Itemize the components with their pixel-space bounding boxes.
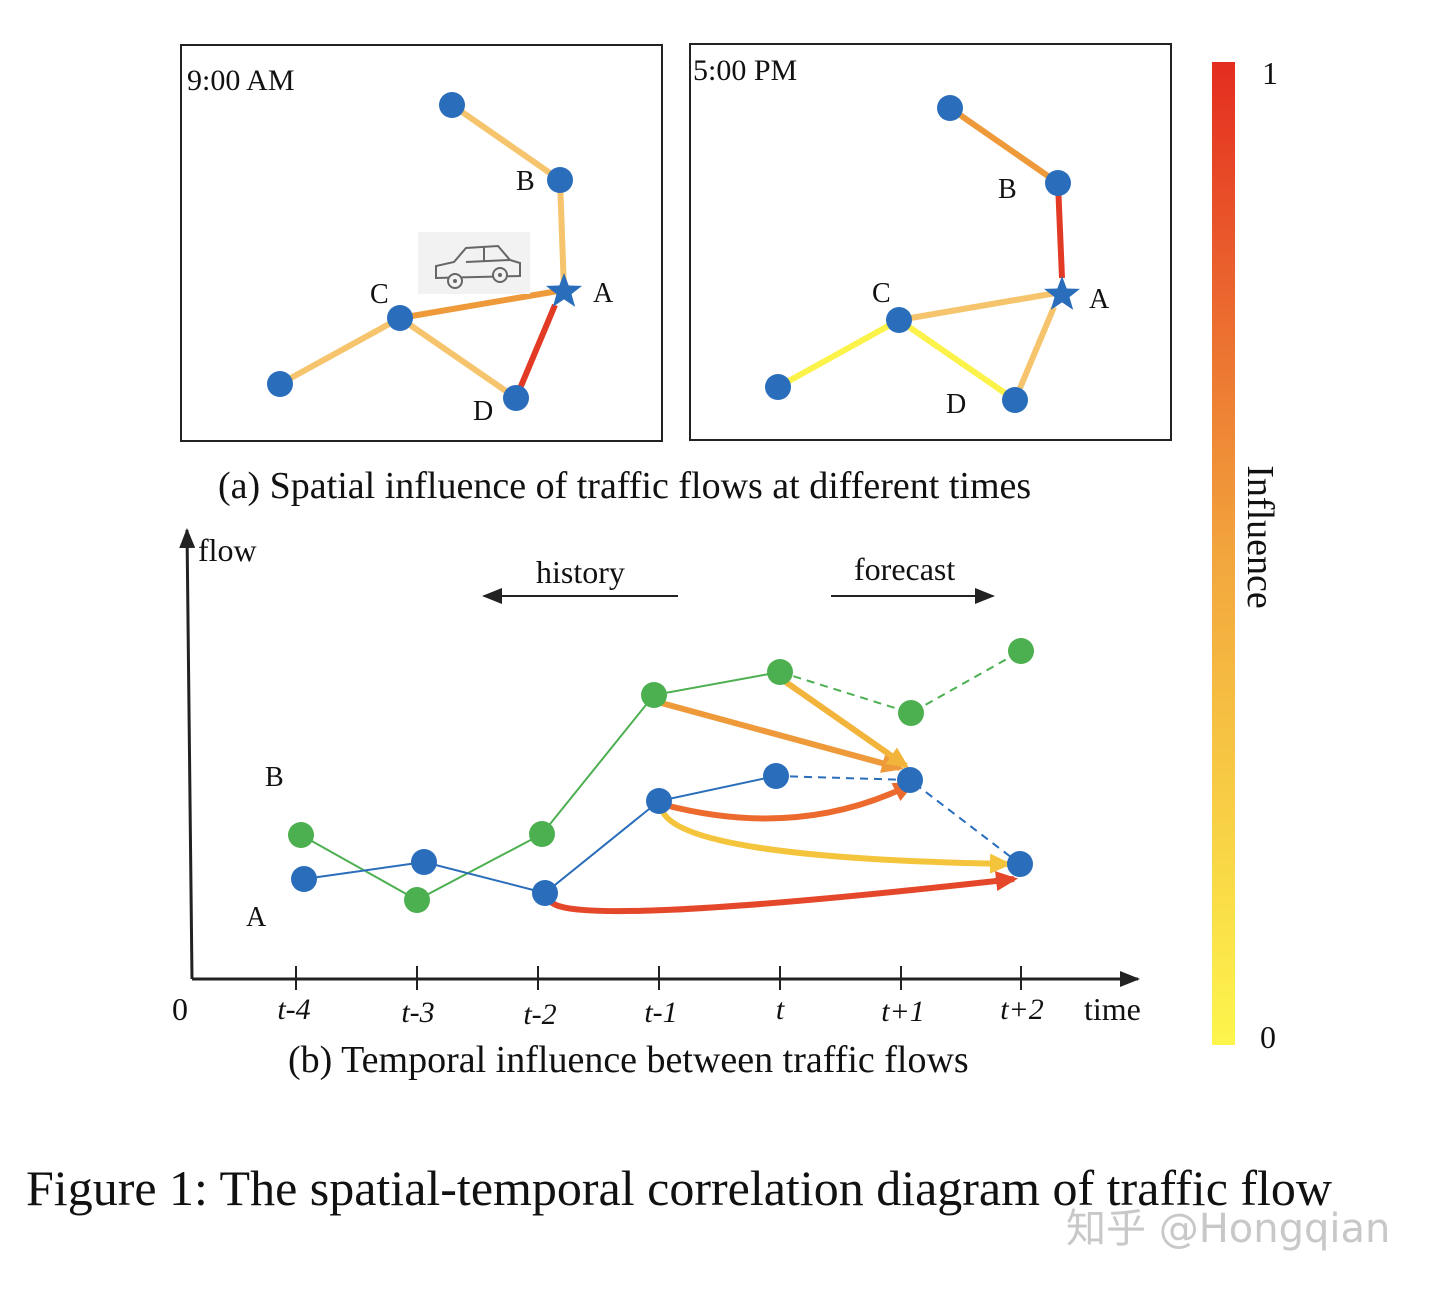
edge-C-A-morning [399,287,565,321]
series-B-point [529,821,555,847]
node-D-evening [1002,387,1028,413]
node-label-D-evening: D [946,389,966,420]
influence-arrow-A-t-2-to-A-t+2 [547,871,1018,915]
series-A-point [532,880,558,906]
time-label-morning: 9:00 AM [187,64,295,97]
series-label-B: B [265,762,284,793]
node-label-C-evening: C [872,278,891,309]
y-axis-label: flow [198,532,257,568]
node-label-B-morning: B [516,166,535,197]
series-B-history-line [300,671,781,902]
influence-arrow-B-t-to-A-t+1 [778,675,910,769]
history-label: history [536,554,625,590]
edge-B-A-morning [557,179,567,291]
edge-left-C-evening [776,317,901,390]
panel-a-right: 5:00 PM B A C D [689,43,1172,441]
node-label-D-morning: D [473,396,493,427]
panel-a-caption: (a) Spatial influence of traffic flows a… [218,465,1031,507]
y-axis [179,528,196,980]
series-B-point [898,700,924,726]
tick-label-t: t [776,993,785,1026]
node-D-morning [503,385,529,411]
x-axis-label: time [1084,991,1141,1027]
colorbar-title: Influence [1239,465,1281,608]
colorbar-min-label: 0 [1260,1019,1276,1055]
node-B-morning [547,167,573,193]
panel-a-left-frame [180,44,663,442]
colorbar-max-label: 1 [1262,55,1278,91]
node-C-morning [387,305,413,331]
colorbar-gradient [1212,62,1235,1045]
panel-b: flow time 0 t-4 t-3 t-2 t-1 t t+1 t+2 hi… [172,528,1141,1031]
series-A-point [411,849,437,875]
star-A-evening [1044,276,1080,310]
node-top-morning [439,92,465,118]
influence-arrow-A-t-1-to-A-t+2 [659,808,1012,874]
colorbar: 1 0 Influence [1212,55,1281,1055]
node-label-C-morning: C [370,279,389,310]
influence-arrow-B-t-1-to-A-t+1 [653,698,904,773]
series-A-point [763,763,789,789]
forecast-label: forecast [854,551,955,587]
tick-label-t+2: t+2 [1000,993,1044,1026]
node-label-A-evening: A [1089,284,1110,315]
edge-C-D-morning [398,315,518,401]
tick-label-t-2: t-2 [523,998,556,1031]
tick-label-t+1: t+1 [881,995,925,1028]
edge-top-B-evening [948,105,1060,186]
car-icon [418,232,530,294]
node-C-evening [886,307,912,333]
edge-D-A-evening [1012,305,1057,402]
node-label-B-evening: B [998,174,1017,205]
series-B-point [641,682,667,708]
node-B-evening [1045,170,1071,196]
figure-caption: Figure 1: The spatial-temporal correlati… [26,1160,1333,1216]
node-label-A-morning: A [593,278,614,309]
series-B-point [288,822,314,848]
series-A-point [646,788,672,814]
series-A-point [291,866,317,892]
series-B-point [404,887,430,913]
tick-label-t-3: t-3 [401,996,434,1029]
panel-a-right-frame [689,43,1172,441]
influence-arrow-A-t-1-to-A-t+1 [664,781,916,822]
series-B-forecast-line [779,650,1022,715]
edge-left-C-morning [278,315,402,387]
series-label-A: A [246,902,267,933]
panel-a-left: 9:00 AM B A C D [180,44,663,442]
watermark: 知乎 @Hongqian [1066,1206,1391,1252]
series-B-point [767,659,793,685]
panel-b-caption: (b) Temporal influence between traffic f… [288,1039,969,1081]
node-top-evening [937,95,963,121]
edge-B-A-evening [1055,182,1065,279]
node-left-morning [267,371,293,397]
series-A-forecast-line [775,775,1021,865]
star-A-morning [546,273,582,307]
origin-label: 0 [172,991,188,1027]
time-label-evening: 5:00 PM [693,54,797,87]
node-left-evening [765,374,791,400]
tick-label-t-4: t-4 [277,993,310,1026]
series-A-point [1007,851,1033,877]
edge-C-D-evening [897,317,1017,403]
series-A-point [897,767,923,793]
edge-top-B-morning [450,102,562,183]
edge-D-A-morning [513,303,558,400]
tick-label-t-1: t-1 [644,996,677,1029]
series-B-point [1008,638,1034,664]
edge-C-A-evening [898,289,1063,323]
